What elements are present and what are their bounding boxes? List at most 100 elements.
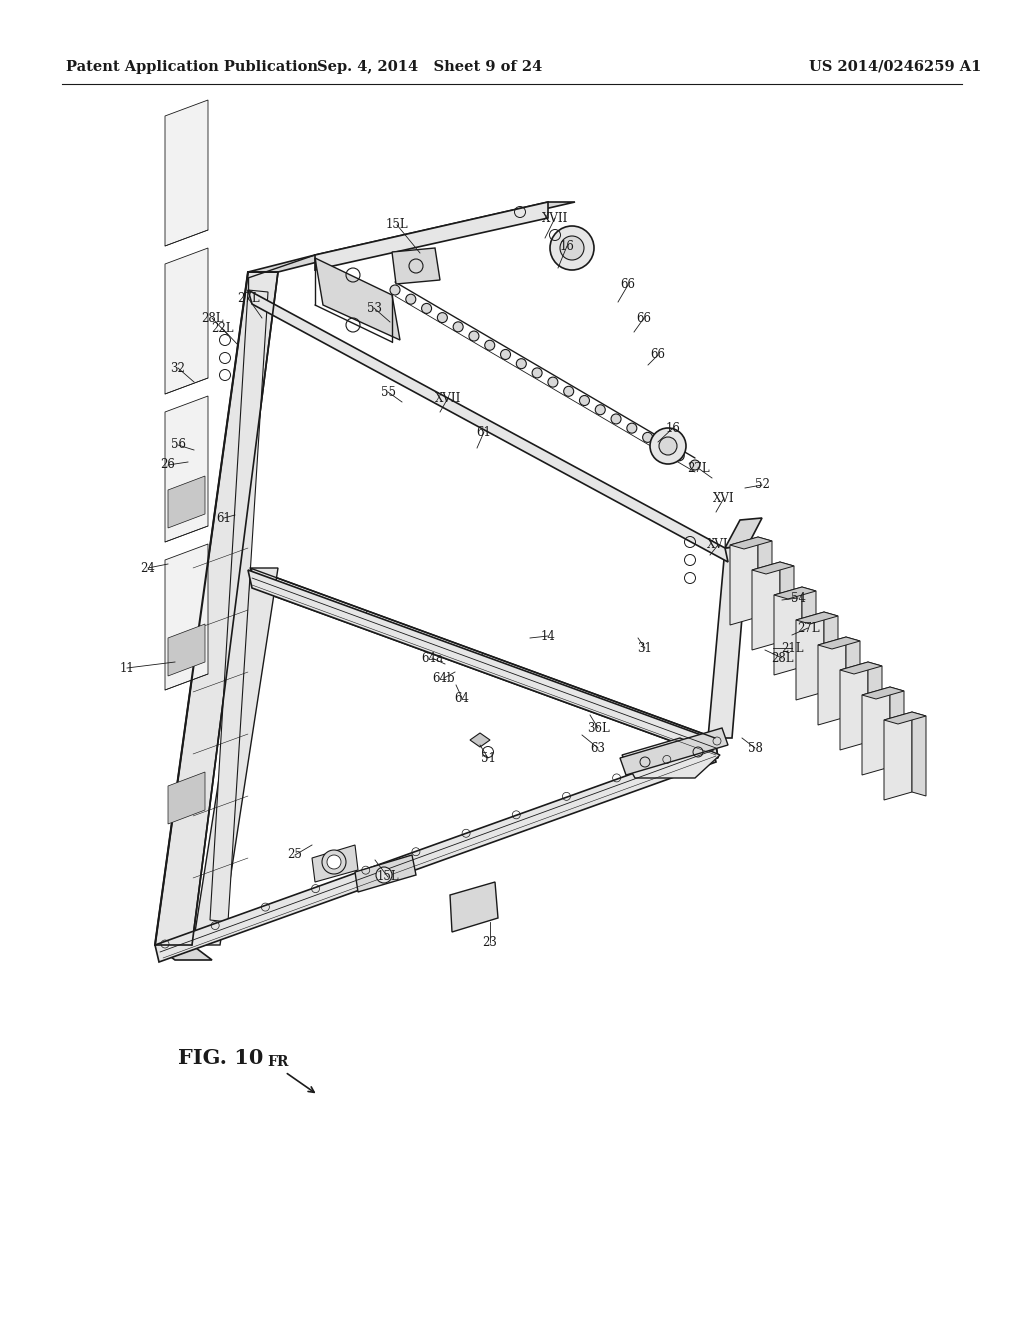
Text: 16: 16	[559, 239, 574, 252]
Circle shape	[674, 451, 684, 461]
Circle shape	[469, 331, 479, 341]
Circle shape	[643, 433, 652, 442]
Circle shape	[532, 368, 542, 378]
Polygon shape	[622, 738, 720, 777]
Text: XVII: XVII	[435, 392, 461, 404]
Circle shape	[658, 442, 669, 451]
Polygon shape	[355, 855, 416, 892]
Circle shape	[390, 285, 400, 294]
Polygon shape	[168, 624, 205, 676]
Circle shape	[595, 405, 605, 414]
Text: US 2014/0246259 A1: US 2014/0246259 A1	[809, 59, 981, 74]
Text: 66: 66	[621, 279, 636, 292]
Text: 66: 66	[637, 312, 651, 325]
Text: 61: 61	[476, 425, 492, 438]
Text: 14: 14	[541, 630, 555, 643]
Polygon shape	[708, 545, 748, 738]
Text: FR: FR	[267, 1055, 289, 1069]
Polygon shape	[796, 612, 824, 700]
Polygon shape	[840, 663, 882, 675]
Polygon shape	[752, 562, 780, 649]
Circle shape	[611, 414, 621, 424]
Polygon shape	[758, 537, 772, 620]
Text: 27L: 27L	[797, 622, 819, 635]
Polygon shape	[210, 290, 268, 921]
Text: 66: 66	[650, 348, 666, 362]
Polygon shape	[168, 772, 205, 824]
Text: 27L: 27L	[687, 462, 710, 474]
Circle shape	[563, 387, 573, 396]
Polygon shape	[248, 570, 718, 758]
Polygon shape	[165, 544, 208, 690]
Text: 15L: 15L	[386, 219, 409, 231]
Polygon shape	[165, 248, 208, 393]
Circle shape	[437, 313, 447, 322]
Polygon shape	[868, 663, 882, 746]
Polygon shape	[450, 882, 498, 932]
Polygon shape	[315, 202, 548, 271]
Circle shape	[550, 226, 594, 271]
Polygon shape	[846, 638, 860, 721]
Text: 26: 26	[161, 458, 175, 471]
Polygon shape	[774, 587, 816, 599]
Circle shape	[650, 428, 686, 465]
Polygon shape	[168, 477, 205, 528]
Polygon shape	[796, 612, 838, 624]
Text: 32: 32	[171, 362, 185, 375]
Circle shape	[501, 350, 511, 359]
Text: 27L: 27L	[237, 292, 259, 305]
Text: 52: 52	[755, 479, 769, 491]
Circle shape	[322, 850, 346, 874]
Text: 61: 61	[216, 511, 231, 524]
Polygon shape	[315, 202, 575, 255]
Circle shape	[454, 322, 463, 331]
Polygon shape	[802, 587, 816, 671]
Text: 53: 53	[367, 301, 382, 314]
Text: 55: 55	[381, 385, 395, 399]
Text: 64a: 64a	[421, 652, 443, 664]
Polygon shape	[774, 587, 802, 675]
Text: XVII: XVII	[542, 211, 568, 224]
Text: 51: 51	[480, 751, 496, 764]
Circle shape	[560, 236, 584, 260]
Polygon shape	[155, 945, 212, 960]
Polygon shape	[193, 568, 278, 945]
Polygon shape	[884, 711, 912, 800]
Circle shape	[627, 424, 637, 433]
Polygon shape	[780, 562, 794, 645]
Circle shape	[327, 855, 341, 869]
Text: 24: 24	[140, 561, 156, 574]
Circle shape	[516, 359, 526, 368]
Text: Sep. 4, 2014   Sheet 9 of 24: Sep. 4, 2014 Sheet 9 of 24	[317, 59, 543, 74]
Polygon shape	[392, 248, 440, 284]
Text: XVI: XVI	[708, 539, 729, 552]
Polygon shape	[248, 255, 345, 272]
Text: 28L: 28L	[201, 312, 223, 325]
Text: 15L: 15L	[377, 870, 399, 883]
Polygon shape	[315, 257, 400, 341]
Polygon shape	[752, 562, 794, 574]
Circle shape	[580, 396, 590, 405]
Circle shape	[484, 341, 495, 350]
Polygon shape	[824, 612, 838, 696]
Text: 22L: 22L	[211, 322, 233, 334]
Text: 54: 54	[791, 591, 806, 605]
Circle shape	[548, 378, 558, 387]
Polygon shape	[912, 711, 926, 796]
Circle shape	[659, 437, 677, 455]
Polygon shape	[620, 729, 728, 775]
Text: 23: 23	[482, 936, 498, 949]
Polygon shape	[312, 845, 358, 882]
Polygon shape	[165, 396, 208, 543]
Text: 21L: 21L	[780, 642, 803, 655]
Polygon shape	[730, 537, 758, 624]
Circle shape	[406, 294, 416, 304]
Text: 56: 56	[171, 438, 185, 451]
Polygon shape	[155, 272, 278, 945]
Polygon shape	[884, 711, 926, 723]
Polygon shape	[250, 568, 718, 758]
Polygon shape	[840, 663, 868, 750]
Polygon shape	[470, 733, 490, 747]
Text: 64: 64	[455, 692, 469, 705]
Text: 25: 25	[288, 849, 302, 862]
